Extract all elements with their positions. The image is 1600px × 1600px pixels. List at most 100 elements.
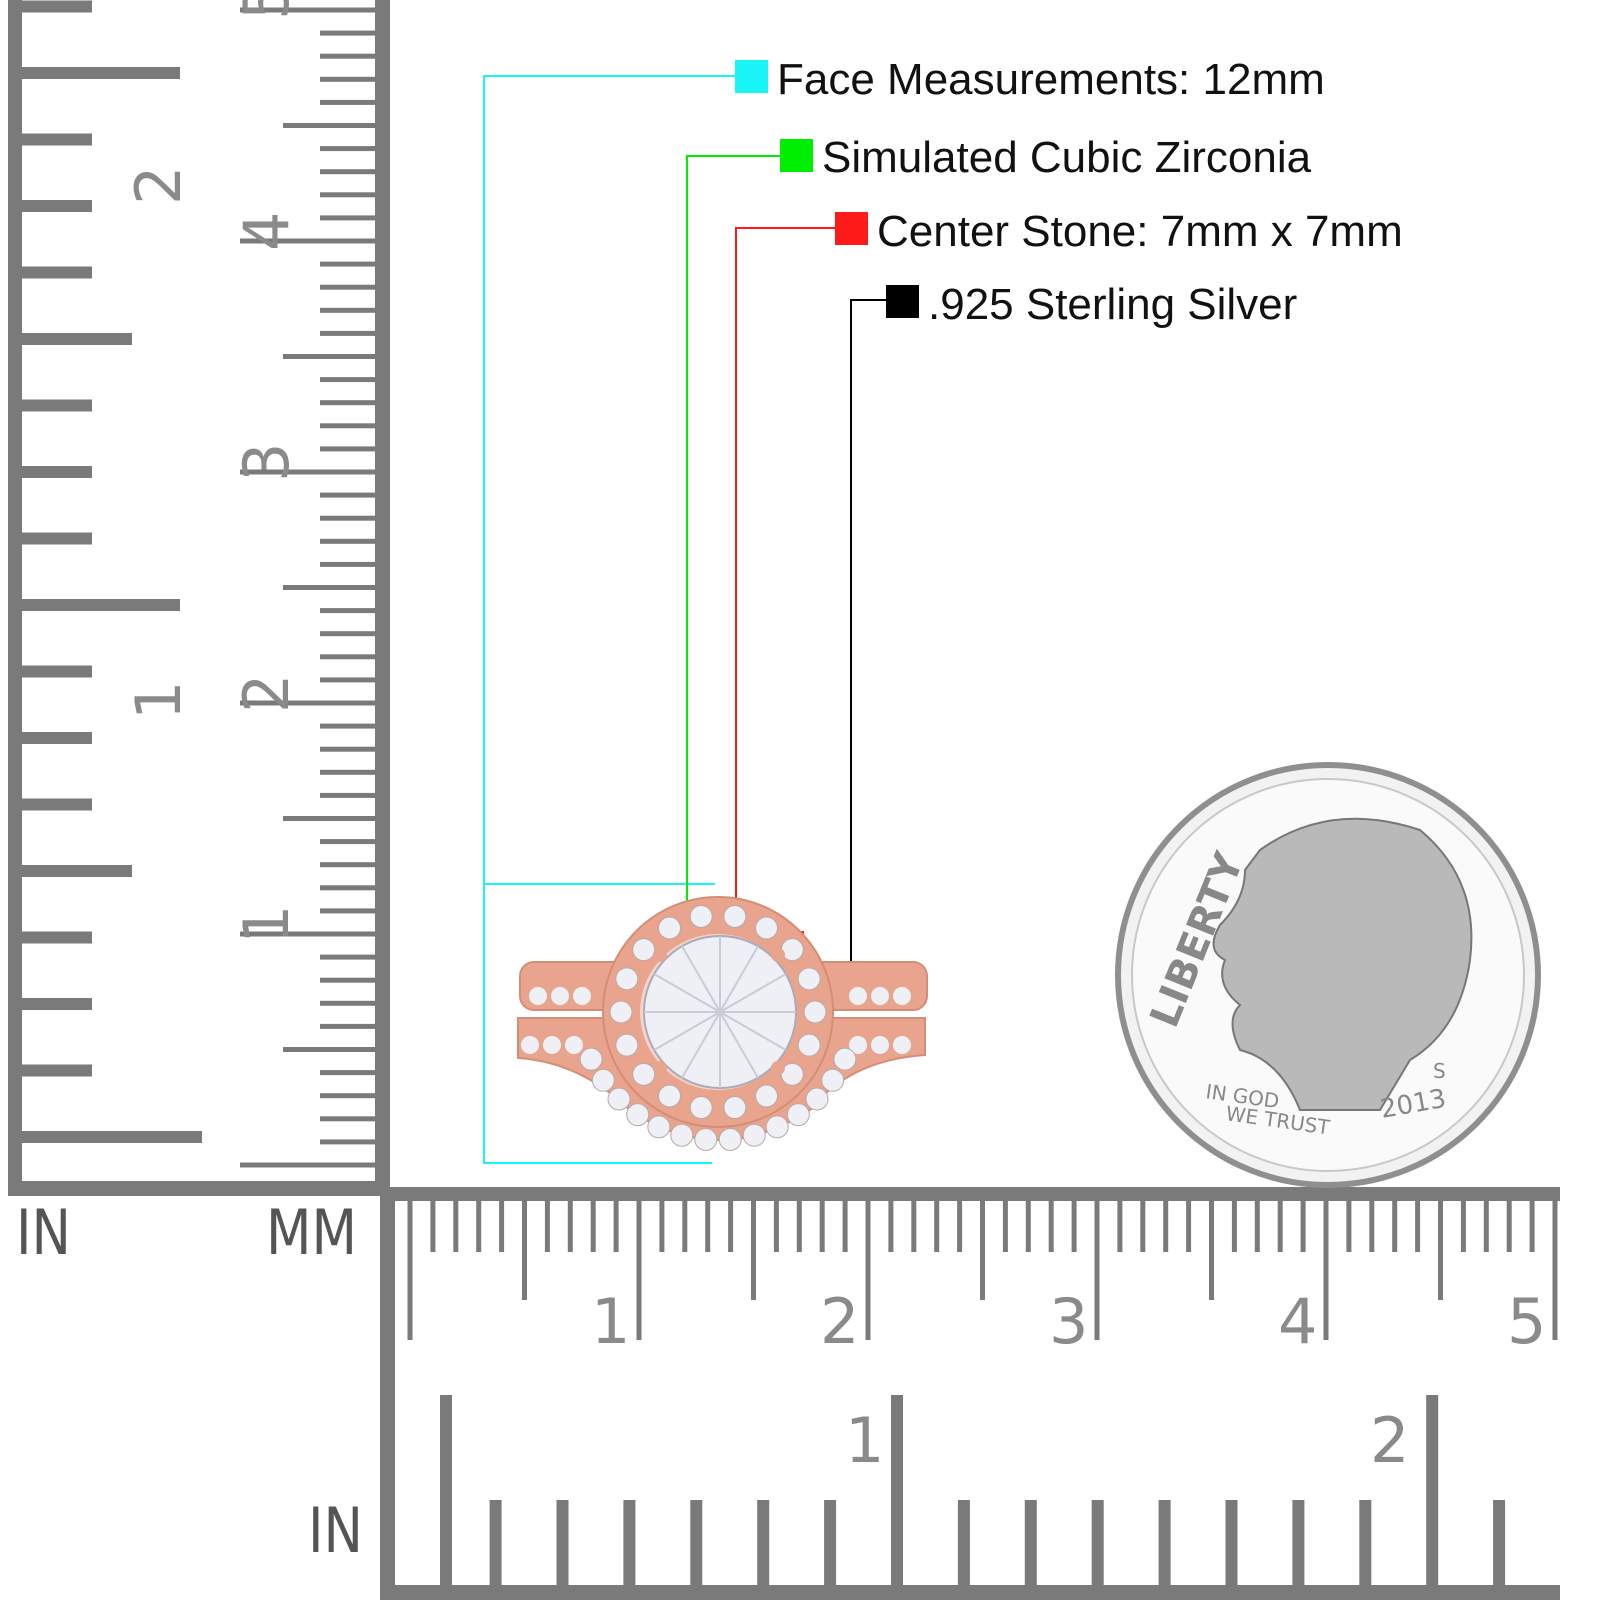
mm-number: 1 [230,905,303,944]
halo-stone [780,1062,804,1086]
face-measurement-line [483,75,735,1164]
band-stone [521,1036,539,1054]
mm-tick [283,1047,375,1052]
inch-tick [1359,1500,1372,1585]
mm-tick [1048,1200,1054,1252]
band-stone [565,1036,583,1054]
mm-tick [1186,1200,1192,1252]
mm-tick [1506,1200,1512,1252]
inch-tick [1493,1500,1506,1585]
mm-number: 2 [230,674,303,713]
halo-stone [615,967,639,991]
halo-stone [689,904,713,928]
mm-tick [1002,1200,1008,1252]
inch-tick [22,665,92,678]
mm-tick [320,192,375,198]
mm-number: 1 [591,1285,630,1358]
band-stone [805,1087,829,1111]
mm-tick [1117,1200,1123,1252]
halo-stone [797,1033,821,1057]
mm-tick [980,1200,985,1300]
legend-center-stone: Center Stone: 7mm x 7mm [877,207,1403,256]
legend-swatch-2 [835,212,868,245]
band-stone [893,1036,911,1054]
mm-tick [320,400,375,406]
mm-tick [1483,1200,1489,1252]
prong [771,948,785,962]
mm-tick [682,1200,688,1252]
mm-tick [283,585,375,590]
mm-number: 4 [230,212,303,251]
mm-tick [320,1070,375,1076]
mm-tick [320,76,375,82]
halo-stone [803,1000,827,1024]
horizontal-ruler-left-edge [380,1187,395,1600]
band-stone [626,1103,650,1127]
inch-tick [22,0,92,13]
dime-coin [1115,762,1541,1188]
mm-tick [320,215,375,221]
band-stone [573,987,591,1005]
mm-tick [796,1200,802,1252]
mm-tick [320,1139,375,1145]
inch-tick [824,1500,837,1585]
inch-tick [1225,1500,1238,1585]
inch-tick [22,1131,202,1143]
mm-tick [320,30,375,36]
legend-stone-type: Simulated Cubic Zirconia [822,133,1312,182]
mm-tick [320,908,375,914]
mm-tick [320,492,375,498]
coin-mint-mark: S [1433,1059,1446,1083]
mm-tick [320,307,375,313]
mm-tick [283,816,375,821]
mm-tick [320,723,375,729]
vertical-ruler-right-edge [375,0,390,1195]
band-stone [742,1123,766,1147]
stone-facet [719,1011,759,1079]
mm-tick [728,1200,734,1252]
mm-tick [773,1200,779,1252]
halo-stone [658,1084,681,1108]
inch-tick [22,266,92,279]
prong [653,1061,667,1075]
mm-tick [1163,1200,1169,1252]
ring-image [517,896,928,1151]
mm-tick [819,1200,825,1252]
mm-tick [320,885,375,891]
mm-tick [320,1000,375,1006]
band-stone [893,987,911,1005]
band-stone [718,1127,742,1151]
legend-face-measurements: Face Measurements: 12mm [777,55,1325,104]
mm-tick [320,377,375,383]
mm-tick [1415,1200,1421,1252]
mm-tick [320,1023,375,1029]
mm-tick [590,1200,596,1252]
mm-tick [1277,1200,1283,1252]
halo-stone [723,1096,747,1120]
inch-tick [1091,1500,1104,1585]
band-stone [694,1127,718,1151]
inch-tick [1024,1500,1037,1585]
mm-tick [320,1116,375,1122]
inch-tick [556,1500,569,1585]
inch-tick [22,732,92,744]
stone-facet [653,1011,721,1051]
mm-tick [1460,1200,1466,1252]
band-stone [543,1036,561,1054]
inch-tick [690,1500,703,1585]
mm-tick [453,1200,459,1252]
mm-tick [320,261,375,267]
mm-tick [544,1200,550,1252]
stone-facet [719,973,787,1013]
mm-tick [522,1200,527,1300]
mm-tick [1323,1200,1329,1340]
inch-tick [22,599,180,611]
mm-tick [320,746,375,752]
inch-number: 2 [122,166,195,205]
inch-tick [22,133,92,146]
legend-swatch-0 [735,60,768,93]
halo-stone [755,1084,778,1108]
metal-line [850,299,886,968]
